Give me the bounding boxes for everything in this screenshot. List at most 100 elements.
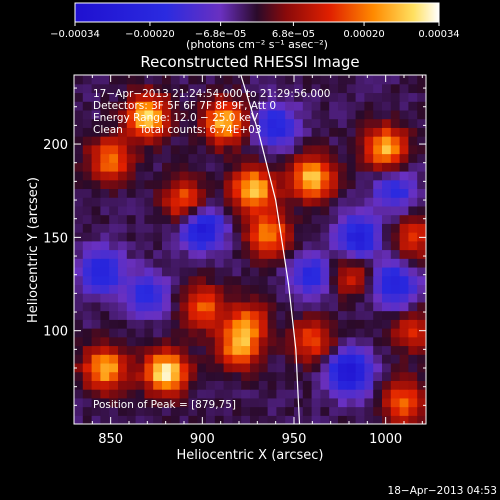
heatmap-cell [285, 153, 295, 163]
heatmap-cell [311, 101, 321, 111]
heatmap-cell [232, 205, 242, 216]
heatmap-cell [276, 345, 286, 355]
heatmap-cell [232, 380, 242, 390]
heatmap-cell [74, 319, 84, 329]
heatmap-cell [346, 310, 357, 320]
heatmap-cell [320, 354, 330, 364]
heatmap-cell [408, 249, 418, 259]
heatmap-cell [153, 214, 163, 224]
heatmap-cell [109, 345, 119, 355]
heatmap-cell [153, 153, 163, 163]
heatmap-cell [276, 284, 286, 294]
heatmap-cell [267, 118, 277, 128]
heatmap-cell [329, 293, 339, 303]
heatmap-cell [302, 362, 313, 373]
heatmap-cell [417, 319, 426, 329]
heatmap-cell [285, 336, 295, 347]
heatmap-cell [100, 336, 110, 347]
heatmap-cell [302, 336, 313, 347]
heatmap-cell [294, 118, 304, 128]
x-tick-label: 850 [98, 432, 123, 447]
heatmap-cell [364, 310, 374, 320]
heatmap-cell [232, 153, 242, 163]
heatmap-cell [223, 197, 233, 207]
heatmap-cell [399, 345, 409, 355]
heatmap-cell [82, 136, 93, 146]
heatmap-cell [197, 144, 207, 155]
heatmap-cell [399, 136, 409, 146]
heatmap-cell [285, 319, 295, 329]
heatmap-cell [232, 223, 242, 233]
heatmap-cell [399, 75, 409, 85]
heatmap-cell [162, 223, 172, 233]
heatmap-cell [170, 197, 181, 207]
heatmap-cell [276, 109, 286, 120]
heatmap-cell [232, 197, 242, 207]
heatmap-cell [170, 415, 181, 424]
heatmap-cell [329, 188, 339, 198]
heatmap-cell [329, 284, 339, 294]
heatmap-cell [390, 345, 401, 355]
heatmap-cell [250, 258, 260, 268]
heatmap-cell [126, 319, 137, 329]
heatmap-cell [355, 109, 365, 120]
heatmap-cell [417, 345, 426, 355]
heatmap-cell [364, 162, 374, 172]
heatmap-cell [355, 214, 365, 224]
heatmap-cell [258, 83, 269, 94]
heatmap-cell [338, 266, 348, 277]
heatmap-cell [417, 197, 426, 207]
heatmap-cell [417, 397, 426, 408]
heatmap-cell [338, 83, 348, 94]
heatmap-cell [285, 415, 295, 424]
heatmap-cell [399, 249, 409, 259]
heatmap-cell [302, 214, 313, 224]
heatmap-cell [285, 136, 295, 146]
heatmap-cell [346, 162, 357, 172]
heatmap-cell [355, 127, 365, 137]
heatmap-cell [364, 345, 374, 355]
heatmap-cell [118, 136, 128, 146]
heatmap-cell [408, 301, 418, 312]
heatmap-cell [206, 310, 216, 320]
heatmap-cell [118, 345, 128, 355]
heatmap-cell [373, 362, 383, 373]
heatmap-cell [294, 328, 304, 338]
heatmap-cell [197, 101, 207, 111]
heatmap-cell [417, 328, 426, 338]
heatmap-cell [153, 354, 163, 364]
heatmap-cell [390, 389, 401, 399]
heatmap-cell [267, 144, 277, 155]
heatmap-cell [214, 415, 225, 424]
heatmap-cell [144, 284, 154, 294]
heatmap-cell [197, 197, 207, 207]
heatmap-cell [417, 389, 426, 399]
heatmap-cell [294, 258, 304, 268]
heatmap-cell [223, 205, 233, 216]
heatmap-cell [170, 258, 181, 268]
heatmap-cell [320, 266, 330, 277]
heatmap-cell [346, 75, 357, 85]
heatmap-cell [382, 75, 392, 85]
heatmap-cell [250, 345, 260, 355]
heatmap-cell [223, 328, 233, 338]
heatmap-cell [373, 223, 383, 233]
heatmap-cell [162, 380, 172, 390]
heatmap-cell [126, 389, 137, 399]
heatmap-cell [285, 179, 295, 190]
heatmap-cell [135, 249, 145, 259]
heatmap-cell [346, 293, 357, 303]
heatmap-cell [294, 275, 304, 285]
heatmap-cell [355, 328, 365, 338]
heatmap-cell [382, 109, 392, 120]
heatmap-cell [364, 397, 374, 408]
heatmap-cell [82, 83, 93, 94]
heatmap-cell [170, 170, 181, 181]
heatmap-cell [399, 188, 409, 198]
heatmap-cell [250, 109, 260, 120]
heatmap-cell [126, 362, 137, 373]
heatmap-cell [100, 144, 110, 155]
heatmap-cell [302, 319, 313, 329]
heatmap-cell [408, 162, 418, 172]
heatmap-cell [118, 389, 128, 399]
